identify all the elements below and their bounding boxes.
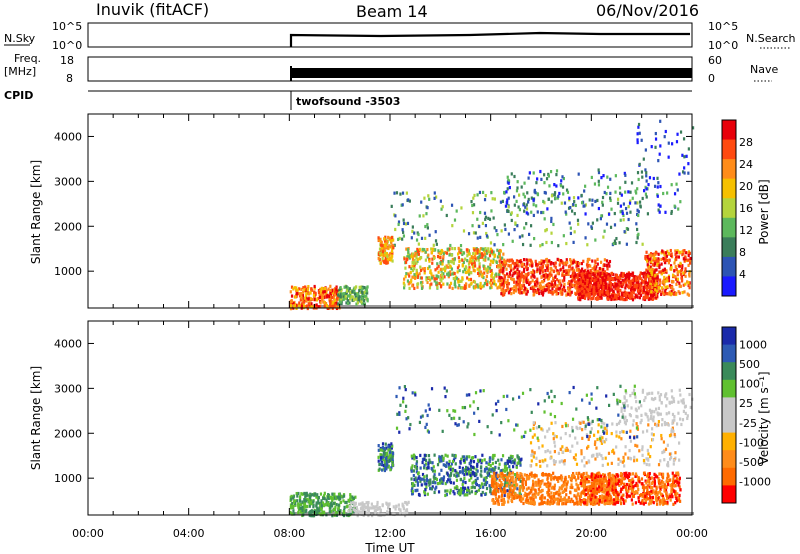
power-ytick-label: 1000	[54, 265, 82, 278]
power-ytick-label: 2000	[54, 220, 82, 233]
velocity-ytick-label: 2000	[54, 427, 82, 440]
beam-title: Beam 14	[356, 2, 428, 21]
power-colorbar-label: Power [dB]	[757, 179, 771, 244]
power-scatter-layer	[289, 119, 695, 311]
velocity-colorbar-swatch	[722, 379, 736, 398]
power-colorbar-tick: 28	[739, 136, 753, 149]
freq-label: Freq.	[14, 52, 41, 65]
x-tick-label: 08:00	[273, 527, 305, 540]
velocity-colorbar-tick: 1000	[739, 339, 767, 352]
velocity-colorbar-tick: 500	[739, 358, 760, 371]
velocity-colorbar-tick: -500	[739, 456, 764, 469]
power-colorbar-tick: 24	[739, 158, 753, 171]
velocity-colorbar-tick: -100	[739, 436, 764, 449]
nsearch-tick-top: 10^5	[708, 20, 738, 33]
freq-panel: Freq. [MHz] 18 8 60 0 Nave	[4, 52, 778, 85]
velocity-scatter-layer	[289, 384, 694, 518]
x-tick-label: 12:00	[374, 527, 406, 540]
velocity-colorbar-swatch	[722, 327, 736, 346]
velocity-colorbar-swatch	[722, 415, 736, 434]
x-tick-label: 04:00	[173, 527, 205, 540]
velocity-colorbar-swatch	[722, 450, 736, 469]
velocity-colorbar-tick: -25	[739, 417, 757, 430]
power-colorbar-swatch	[722, 120, 736, 141]
power-colorbar-swatch	[722, 276, 736, 297]
velocity-colorbar-tick: 100	[739, 378, 760, 391]
velocity-ytick-label: 4000	[54, 337, 82, 350]
freq-unit: [MHz]	[4, 65, 36, 78]
velocity-colorbar-swatch	[722, 362, 736, 381]
cpid-label: CPID	[4, 89, 33, 102]
nsky-label: N.Sky	[4, 32, 36, 45]
power-colorbar-swatch	[722, 178, 736, 199]
power-colorbar-tick: 4	[739, 268, 746, 281]
nsky-tick-bottom: 10^0	[52, 39, 82, 52]
velocity-colorbar-swatch	[722, 485, 736, 504]
power-colorbar-swatch	[722, 217, 736, 238]
x-tick-label: 00:00	[72, 527, 104, 540]
nsearch-tick-bottom: 10^0	[708, 39, 738, 52]
x-tick-label: 20:00	[575, 527, 607, 540]
velocity-ytick-label: 3000	[54, 382, 82, 395]
power-ytick-label: 4000	[54, 130, 82, 143]
power-colorbar-swatch	[722, 159, 736, 180]
nave-tick-bottom: 0	[708, 72, 715, 85]
x-tick-label: 00:00	[676, 527, 708, 540]
velocity-colorbar-swatch	[722, 344, 736, 363]
velocity-colorbar-label: Velocity [m s⁻¹]	[757, 371, 771, 464]
freq-tick-top: 18	[60, 54, 74, 67]
nsky-tick-top: 10^5	[52, 20, 82, 33]
velocity-chart: 1000 2000 3000 4000 00:00 04:00 08:00 12:00 16:…	[29, 320, 771, 540]
velocity-ytick-label: 1000	[54, 472, 82, 485]
cpid-value: twofsound -3503	[296, 95, 400, 108]
date-title: 06/Nov/2016	[596, 1, 699, 20]
power-colorbar-tick: 12	[739, 224, 753, 237]
velocity-colorbar-tick: -1000	[739, 475, 771, 488]
power-ylabel: Slant Range [km]	[29, 160, 43, 264]
power-colorbar-swatch	[722, 237, 736, 258]
power-colorbar-swatch	[722, 256, 736, 277]
velocity-colorbar-tick: 25	[739, 397, 753, 410]
velocity-colorbar-swatch	[722, 467, 736, 486]
power-colorbar-swatch	[722, 139, 736, 160]
power-chart: 1000 2000 3000 4000 Slant Range [km] 4 8 12 16…	[29, 113, 771, 311]
x-axis-label: Time UT	[364, 541, 415, 554]
nsearch-label: N.Search	[746, 32, 796, 45]
nave-tick-top: 60	[708, 54, 722, 67]
nsky-trace	[289, 31, 690, 47]
x-tick-label: 16:00	[475, 527, 507, 540]
freq-trace	[291, 68, 692, 78]
velocity-colorbar-swatch	[722, 432, 736, 451]
radar-title: Inuvik (fitACF)	[96, 0, 209, 19]
power-colorbar: 4 8 12 16 20 24 28	[721, 119, 753, 297]
freq-tick-bottom: 8	[66, 72, 73, 85]
power-colorbar-tick: 8	[739, 246, 746, 259]
power-colorbar-swatch	[722, 198, 736, 219]
power-colorbar-tick: 20	[739, 180, 753, 193]
velocity-colorbar: 1000 500 100 25 -25 -100 -500 -1000	[721, 326, 771, 504]
power-ytick-label: 3000	[54, 175, 82, 188]
velocity-colorbar-swatch	[722, 397, 736, 416]
nsky-panel: N.Sky 10^5 10^0 10^5 10^0 N.Search	[4, 20, 796, 52]
power-colorbar-tick: 16	[739, 202, 753, 215]
velocity-ylabel: Slant Range [km]	[29, 366, 43, 470]
nave-label: Nave	[750, 63, 778, 76]
